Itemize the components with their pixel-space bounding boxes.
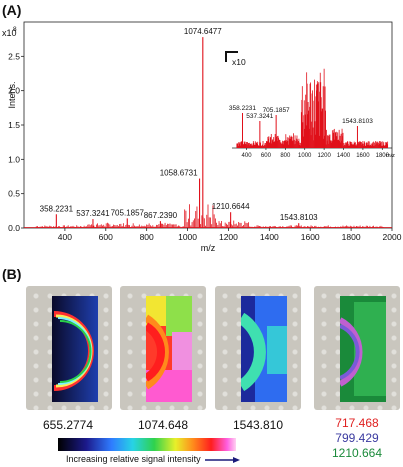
arrow-right-icon	[205, 456, 241, 463]
inset-x-tick-label: 1200	[317, 153, 331, 159]
inset-x-tick-label: 1800	[376, 153, 390, 159]
inset-x-tick-label: 1000	[298, 153, 312, 159]
ion-image-1543	[215, 286, 301, 410]
x-tick-label: 1800	[342, 232, 361, 242]
inset-scale-label: x10	[232, 57, 246, 67]
y-tick-label: 1.0	[8, 154, 20, 164]
peak-label: 1058.6731	[160, 169, 198, 178]
spectrum-trace	[24, 37, 392, 228]
x-tick-label: 800	[140, 232, 154, 242]
inset-x-tick-label: 800	[280, 153, 291, 159]
x-tick-label: 1200	[219, 232, 238, 242]
peak-label: 867.2390	[144, 211, 178, 220]
ion-label-799: 799.429	[335, 431, 379, 445]
y-tick-label: 1.5	[8, 120, 20, 130]
peak-label: 1210.6644	[212, 202, 250, 211]
mass-spectrum-chart: 400 600 800 1000 1200 1400 1600 1800 2000 0.0 0.5 1…	[2, 21, 402, 253]
x-axis-label: m/z	[201, 243, 216, 253]
y-exponent-label: x10	[2, 28, 17, 38]
y-tick-label: 2.0	[8, 86, 20, 96]
ion-image-overlay	[314, 286, 400, 410]
x-tick-label: 400	[58, 232, 72, 242]
ion-label-655: 655.2774	[42, 418, 94, 432]
x-tick-label: 600	[99, 232, 113, 242]
inset-peak-label: 705.1857	[263, 107, 290, 114]
peak-label: 1543.8103	[280, 213, 318, 222]
y-tick-label: 2.5	[8, 51, 20, 61]
x-tick-label: 1600	[301, 232, 320, 242]
inset-x-tick-label: 400	[242, 153, 253, 159]
y-tick-label: 0.5	[8, 189, 20, 199]
ion-label-1074: 1074.648	[137, 418, 189, 432]
panel-a-label: (A)	[2, 2, 22, 18]
ion-image-655	[26, 286, 112, 410]
y-tick-label: 0.0	[8, 223, 20, 233]
x-tick-label: 1400	[260, 232, 279, 242]
inset-scale-bracket	[225, 51, 238, 62]
signal-intensity-colorbar	[58, 438, 236, 451]
x-tick-label: 2000	[383, 232, 402, 242]
ion-label-717: 717.468	[335, 416, 379, 430]
panel-b-label: (B)	[2, 266, 22, 282]
inset-x-tick-label: 1600	[356, 153, 370, 159]
ion-image-655-map	[52, 296, 98, 402]
inset-peak-label: 1543.8103	[342, 118, 373, 125]
ion-image-overlay-map	[340, 296, 386, 402]
signal-intensity-label: Increasing relative signal intensity	[66, 454, 241, 464]
peak-label: 358.2231	[40, 204, 74, 213]
ion-label-1210: 1210.664	[331, 446, 383, 460]
inset-peak-label: 537.3241	[246, 113, 273, 120]
chart-axes: 400 600 800 1000 1200 1400 1600 1800 2000 0.0 0.5 1…	[2, 21, 402, 253]
ion-image-1074-map	[146, 296, 192, 402]
peak-label: 1074.6477	[184, 27, 222, 36]
plot-frame	[23, 21, 393, 229]
ion-image-1543-map	[241, 296, 287, 402]
y-exponent-power: 8	[13, 26, 17, 33]
peak-label: 705.1857	[111, 208, 145, 217]
peak-label: 537.3241	[76, 209, 110, 218]
inset-x-tick-label: 1400	[337, 153, 351, 159]
inset-peak-label: 358.2231	[229, 105, 256, 112]
inset-x-tick-label: 600	[261, 153, 272, 159]
inset-x-axis-label: m/z	[386, 153, 395, 159]
x-tick-label: 1000	[178, 232, 197, 242]
y-axis-label: Intens.	[7, 81, 17, 108]
ion-label-1543: 1543.810	[232, 418, 284, 432]
ion-image-1074	[120, 286, 206, 410]
